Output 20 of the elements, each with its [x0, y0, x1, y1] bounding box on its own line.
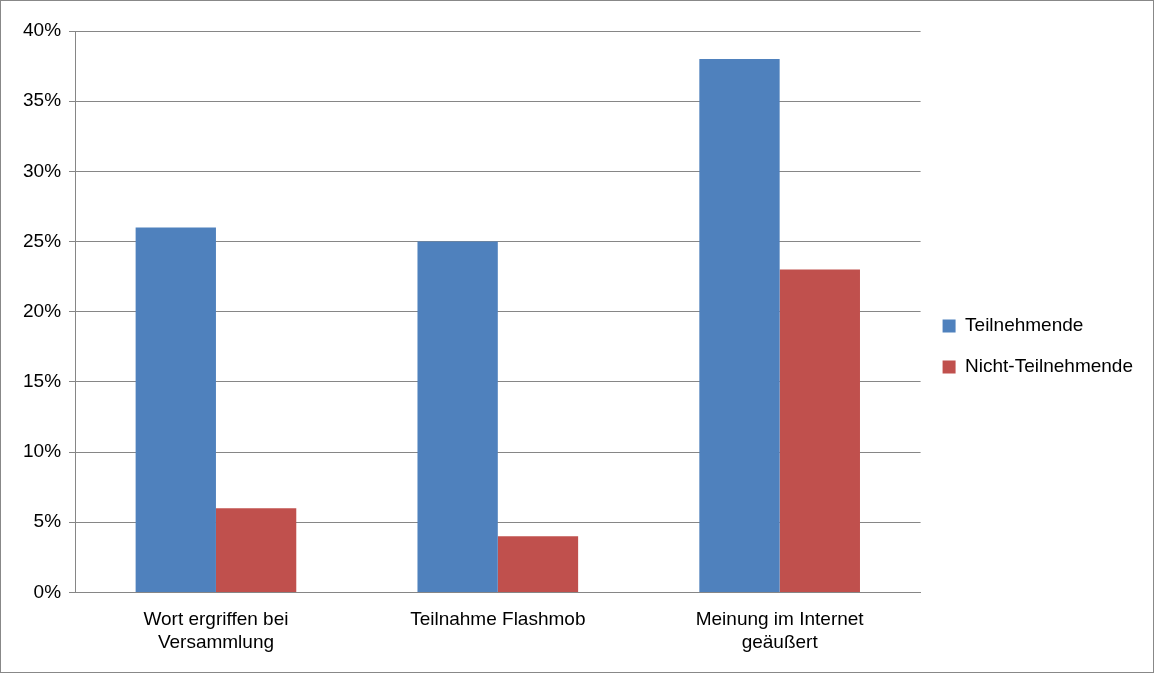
legend-label: Nicht-Teilnehmende	[965, 355, 1133, 377]
x-tick-label: Wort ergriffen bei Versammlung	[143, 608, 289, 652]
bar	[699, 59, 780, 592]
y-tick-label: 15%	[23, 370, 62, 392]
y-tick-label: 10%	[23, 440, 62, 462]
x-tick-label: Teilnahme Flashmob	[410, 608, 586, 630]
y-tick-label: 5%	[33, 510, 62, 532]
bar	[135, 227, 216, 592]
bar	[417, 241, 498, 592]
bar	[497, 536, 579, 592]
y-tick-label: 40%	[23, 19, 62, 41]
y-tick-label: 30%	[23, 159, 62, 181]
bar	[779, 269, 860, 592]
bar	[215, 508, 297, 592]
y-tick-label: 25%	[23, 229, 62, 251]
y-tick-label: 20%	[23, 299, 62, 321]
legend-label: Teilnehmende	[965, 314, 1084, 336]
y-tick-label: 0%	[33, 580, 62, 602]
x-tick-label: Meinung im Internet geäußert	[695, 608, 865, 652]
y-tick-label: 35%	[23, 89, 62, 111]
